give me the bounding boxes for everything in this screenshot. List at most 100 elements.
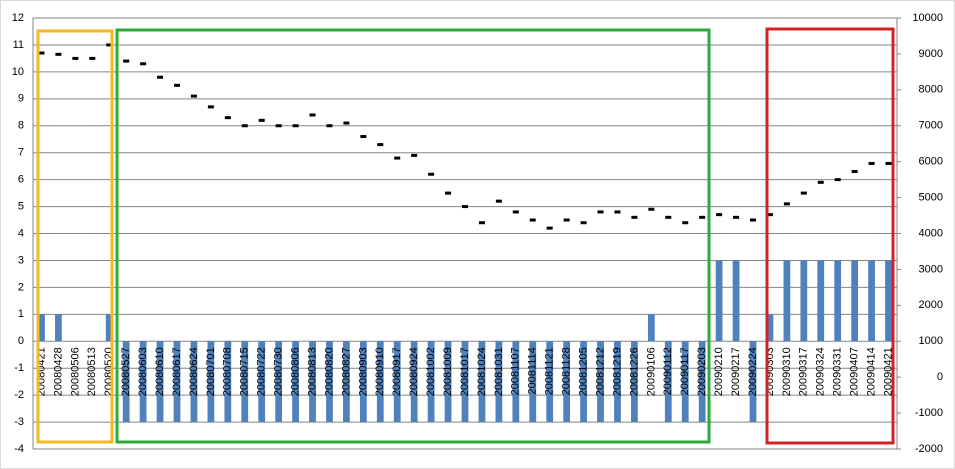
x-tick-label: 20090324 bbox=[815, 347, 827, 396]
x-tick-label: 20090421 bbox=[882, 347, 894, 396]
bar bbox=[241, 341, 249, 423]
price-marker bbox=[512, 210, 519, 214]
price-marker bbox=[834, 178, 841, 182]
price-marker bbox=[462, 205, 468, 209]
price-marker bbox=[258, 118, 265, 122]
x-tick-label: 20080722 bbox=[256, 347, 268, 396]
price-marker bbox=[716, 213, 723, 217]
y-tick-label: -3 bbox=[14, 416, 24, 428]
x-tick-label: 20081017 bbox=[459, 347, 471, 396]
x-tick-label: 20081031 bbox=[493, 347, 505, 396]
y-tick-label: 9 bbox=[18, 93, 24, 105]
price-marker bbox=[72, 56, 79, 60]
x-tick-label: 20090310 bbox=[781, 347, 793, 396]
x-tick-label: 20080701 bbox=[205, 347, 217, 396]
x-tick-label: 20081226 bbox=[628, 347, 640, 396]
bar bbox=[834, 260, 842, 342]
x-tick-label: 20080617 bbox=[171, 347, 183, 396]
bar bbox=[207, 341, 215, 423]
price-marker bbox=[478, 221, 485, 225]
x-tick-label: 20080603 bbox=[137, 347, 149, 396]
price-marker bbox=[445, 191, 452, 195]
x-tick-label: 20081121 bbox=[544, 347, 556, 395]
price-marker bbox=[377, 143, 384, 147]
bar bbox=[885, 260, 892, 342]
x-tick-label: 20080428 bbox=[52, 347, 64, 396]
y2-tick-label: 10000 bbox=[912, 12, 943, 24]
price-marker bbox=[750, 218, 756, 222]
x-tick-label: 20080715 bbox=[239, 347, 251, 396]
y-tick-label: 0 bbox=[18, 335, 24, 347]
bar bbox=[681, 341, 689, 423]
price-marker bbox=[55, 52, 62, 56]
y2-tick-label: 4000 bbox=[919, 227, 943, 239]
y-tick-label: 10 bbox=[12, 66, 24, 78]
price-marker bbox=[190, 94, 197, 98]
x-tick-label: 20090203 bbox=[696, 347, 708, 396]
price-marker bbox=[495, 199, 502, 203]
bar bbox=[326, 341, 333, 423]
x-tick-label: 20081107 bbox=[510, 347, 522, 395]
bar bbox=[800, 260, 808, 342]
y-tick-label: 1 bbox=[18, 308, 24, 320]
price-marker bbox=[309, 113, 316, 117]
y2-tick-label: 1000 bbox=[919, 335, 943, 347]
y-tick-label: 3 bbox=[18, 254, 24, 266]
x-tick-label: 20080903 bbox=[357, 347, 369, 396]
y2-tick-label: 8000 bbox=[919, 84, 943, 96]
y-tick-label: 5 bbox=[18, 200, 24, 212]
price-marker bbox=[207, 105, 214, 109]
x-tick-label: 20080506 bbox=[69, 347, 81, 396]
price-marker bbox=[224, 116, 231, 120]
x-tick-label: 20081128 bbox=[561, 347, 573, 395]
bar bbox=[122, 341, 130, 423]
price-marker bbox=[157, 75, 164, 79]
x-tick-label: 20090331 bbox=[832, 347, 844, 396]
price-marker bbox=[343, 121, 350, 125]
bar bbox=[749, 341, 757, 423]
y2-tick-label: 6000 bbox=[919, 156, 943, 168]
bar bbox=[292, 341, 299, 423]
x-tick-label: 20090217 bbox=[730, 347, 742, 396]
bar bbox=[190, 341, 198, 423]
bar bbox=[461, 341, 469, 423]
bar bbox=[258, 341, 266, 423]
x-tick-label: 20090224 bbox=[747, 347, 759, 396]
price-marker bbox=[631, 215, 638, 219]
price-marker bbox=[140, 62, 147, 66]
x-tick-label: 20080827 bbox=[340, 347, 352, 396]
bar bbox=[410, 341, 418, 423]
price-marker bbox=[38, 51, 45, 55]
bar bbox=[376, 341, 384, 423]
bar bbox=[732, 260, 740, 342]
x-tick-label: 20080917 bbox=[391, 347, 403, 396]
bar bbox=[359, 341, 367, 423]
price-marker bbox=[529, 218, 536, 222]
highlight-box-red bbox=[765, 27, 895, 445]
bar bbox=[563, 341, 571, 423]
price-marker bbox=[699, 215, 706, 219]
y2-tick-label: 7000 bbox=[919, 120, 943, 132]
x-tick-label: 20080730 bbox=[273, 347, 285, 396]
y-tick-label: 12 bbox=[12, 12, 24, 24]
y-tick-label: 6 bbox=[18, 174, 24, 186]
bar bbox=[224, 341, 232, 423]
y2-tick-label: 0 bbox=[937, 371, 943, 383]
y2-tick-label: -1000 bbox=[915, 407, 943, 419]
x-tick-label: 20090407 bbox=[849, 347, 861, 396]
bar bbox=[664, 341, 672, 423]
price-marker bbox=[292, 124, 299, 128]
y2-tick-label: -2000 bbox=[915, 443, 943, 455]
x-tick-label: 20090112 bbox=[662, 347, 674, 395]
x-tick-label: 20090117 bbox=[679, 347, 691, 395]
x-tick-label: 20081009 bbox=[442, 347, 454, 396]
bar bbox=[783, 260, 791, 342]
y-tick-label: 8 bbox=[18, 120, 24, 132]
price-marker bbox=[563, 218, 570, 222]
bar bbox=[275, 341, 283, 423]
price-marker bbox=[89, 56, 96, 60]
price-marker bbox=[241, 124, 248, 128]
bar bbox=[715, 260, 723, 342]
x-tick-label: 20080813 bbox=[306, 347, 318, 396]
